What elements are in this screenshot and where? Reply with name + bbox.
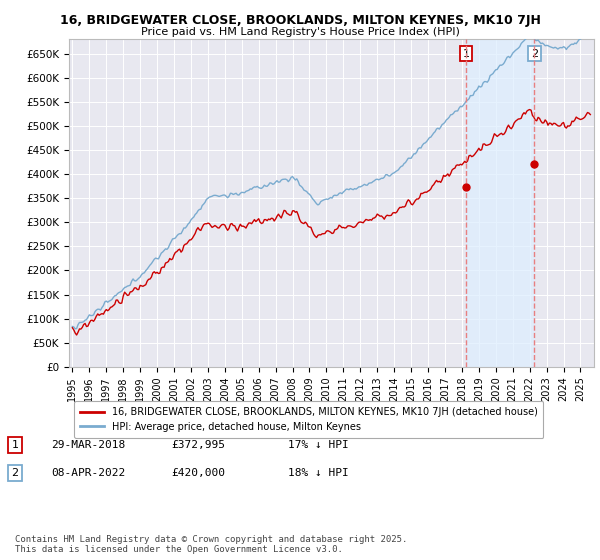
Bar <box>466 39 534 367</box>
Text: 29-MAR-2018: 29-MAR-2018 <box>51 440 125 450</box>
Text: £420,000: £420,000 <box>171 468 225 478</box>
Text: 1: 1 <box>11 440 19 450</box>
Text: Contains HM Land Registry data © Crown copyright and database right 2025.
This d: Contains HM Land Registry data © Crown c… <box>15 535 407 554</box>
Text: 17% ↓ HPI: 17% ↓ HPI <box>288 440 349 450</box>
Text: Price paid vs. HM Land Registry's House Price Index (HPI): Price paid vs. HM Land Registry's House … <box>140 27 460 37</box>
Text: 1: 1 <box>463 49 469 59</box>
Text: 2: 2 <box>530 49 538 59</box>
Text: 18% ↓ HPI: 18% ↓ HPI <box>288 468 349 478</box>
Text: 2: 2 <box>11 468 19 478</box>
Text: £372,995: £372,995 <box>171 440 225 450</box>
Legend: 16, BRIDGEWATER CLOSE, BROOKLANDS, MILTON KEYNES, MK10 7JH (detached house), HPI: 16, BRIDGEWATER CLOSE, BROOKLANDS, MILTO… <box>74 401 544 438</box>
Text: 08-APR-2022: 08-APR-2022 <box>51 468 125 478</box>
Text: 16, BRIDGEWATER CLOSE, BROOKLANDS, MILTON KEYNES, MK10 7JH: 16, BRIDGEWATER CLOSE, BROOKLANDS, MILTO… <box>59 14 541 27</box>
